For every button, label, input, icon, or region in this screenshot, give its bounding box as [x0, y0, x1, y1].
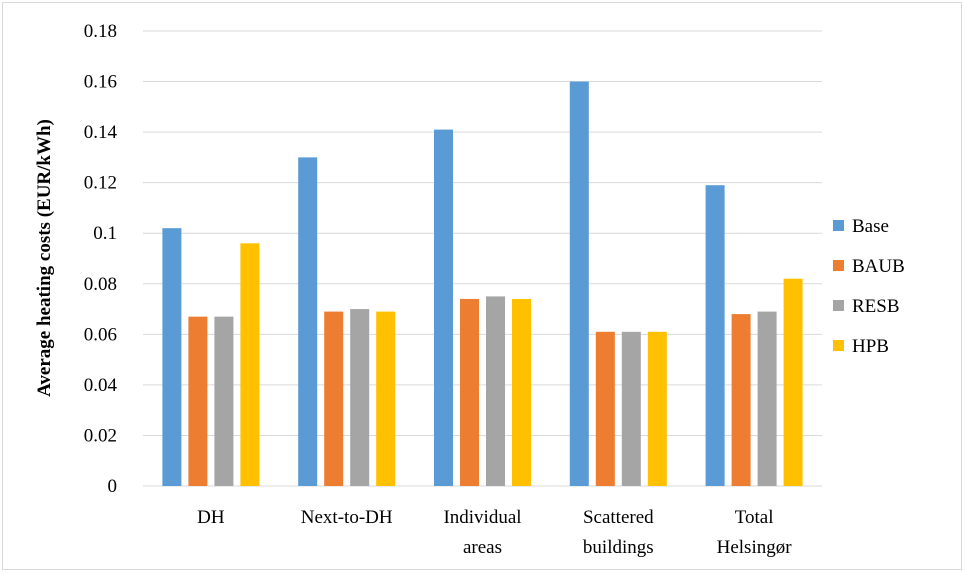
legend-swatch: [833, 260, 844, 271]
bar-resb: [486, 296, 505, 486]
bar-baub: [324, 311, 344, 486]
category-label: Individual: [443, 507, 521, 528]
bar-baub: [188, 316, 208, 486]
bar-resb: [350, 309, 370, 486]
category-label: buildings: [583, 537, 654, 558]
legend-label: BAUB: [852, 256, 905, 277]
y-tick-label: 0.18: [84, 21, 117, 42]
bar-base: [162, 228, 182, 486]
bar-base: [434, 129, 453, 487]
y-tick-label: 0.04: [84, 375, 118, 396]
category-label: Helsingør: [717, 537, 793, 558]
category-label: areas: [463, 537, 502, 558]
category-label: Scattered: [583, 507, 654, 528]
bar-hpb: [783, 278, 803, 486]
y-tick-label: 0.12: [84, 173, 117, 194]
legend-item-base: Base: [833, 216, 889, 237]
legend-item-baub: BAUB: [833, 256, 905, 277]
legend: Base BAUB RESB HPB: [833, 216, 905, 357]
bar-resb: [214, 316, 234, 486]
legend-item-resb: RESB: [833, 296, 900, 317]
bar-baub: [731, 314, 751, 486]
legend-label: Base: [852, 216, 889, 237]
bar-hpb: [240, 243, 260, 486]
bar-baub: [460, 298, 479, 486]
bar-resb: [621, 331, 641, 486]
y-tick-labels: 0 0.02 0.04 0.06 0.08 0.1 0.12 0.14 0.16 0.18: [84, 21, 118, 497]
y-tick-label: 0.1: [93, 223, 117, 244]
legend-swatch: [833, 300, 844, 311]
legend-swatch: [833, 220, 844, 231]
legend-swatch: [833, 340, 844, 351]
bar-hpb: [647, 331, 667, 486]
category-label: DH: [197, 507, 225, 528]
y-tick-label: 0.02: [84, 425, 117, 446]
legend-label: HPB: [852, 336, 889, 357]
legend-item-hpb: HPB: [833, 336, 889, 357]
y-tick-label: 0.06: [84, 324, 117, 345]
bar-base: [705, 185, 725, 486]
category-label: Total: [735, 507, 774, 528]
bar-base: [569, 81, 589, 487]
legend-label: RESB: [852, 296, 900, 317]
category-labels: DH Next-to-DH Individual areas Scattered buil…: [197, 507, 792, 558]
bar-hpb: [512, 298, 531, 486]
y-tick-label: 0.16: [84, 72, 117, 93]
y-tick-label: 0.14: [84, 122, 118, 143]
y-axis-title: Average heating costs (EUR/kWh): [34, 119, 55, 397]
y-tick-label: 0: [108, 476, 118, 497]
bar-resb: [757, 311, 777, 486]
bar-base: [298, 157, 318, 486]
bars: [162, 81, 803, 487]
y-tick-label: 0.08: [84, 274, 117, 295]
bar-baub: [595, 331, 615, 486]
bar-hpb: [376, 311, 396, 486]
category-label: Next-to-DH: [301, 507, 393, 528]
